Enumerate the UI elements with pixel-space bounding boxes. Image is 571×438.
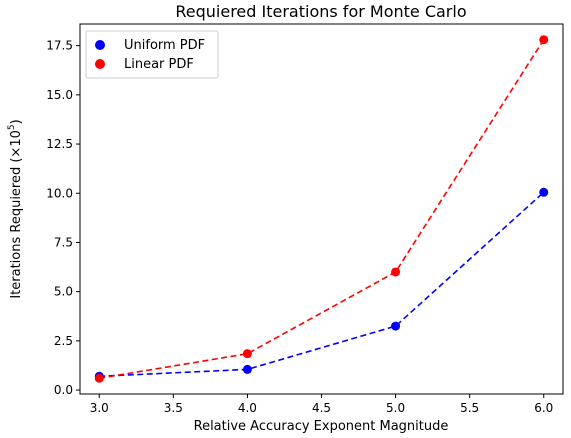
legend-label-linear-pdf: Linear PDF <box>124 57 194 72</box>
x-tick-label: 4.5 <box>312 401 331 415</box>
y-tick-label: 17.5 <box>46 39 73 53</box>
chart-title: Requiered Iterations for Monte Carlo <box>175 2 466 21</box>
x-axis: 3.0 3.5 4.0 4.5 5.0 5.5 6.0 <box>90 394 553 415</box>
x-tick-label: 3.5 <box>164 401 183 415</box>
y-axis-label-exponent: 5 <box>7 124 17 130</box>
data-point-linear-pdf <box>391 267 401 277</box>
legend: Uniform PDF Linear PDF <box>85 30 219 79</box>
y-axis: 0.0 2.5 5.0 7.5 10.0 12.5 15.0 17.5 <box>46 39 80 397</box>
y-tick-label: 5.0 <box>54 285 73 299</box>
y-tick-label: 12.5 <box>46 137 73 151</box>
series-line-uniform-pdf <box>99 191 545 378</box>
x-tick-label: 5.5 <box>460 401 479 415</box>
y-tick-label: 15.0 <box>46 88 73 102</box>
legend-marker-linear-pdf <box>95 59 105 69</box>
y-tick-label: 0.0 <box>54 383 73 397</box>
data-point-uniform-pdf <box>539 187 549 197</box>
x-tick-label: 4.0 <box>238 401 257 415</box>
series-line-linear-pdf <box>99 39 545 380</box>
legend-box <box>85 30 219 79</box>
data-point-linear-pdf <box>242 349 252 359</box>
x-tick-label: 3.0 <box>90 401 109 415</box>
data-point-uniform-pdf <box>242 364 252 374</box>
data-point-linear-pdf <box>539 35 549 45</box>
y-tick-label: 7.5 <box>54 235 73 249</box>
x-tick-label: 6.0 <box>534 401 553 415</box>
plot-area <box>94 35 549 383</box>
x-tick-label: 5.0 <box>386 401 405 415</box>
x-axis-label: Relative Accuracy Exponent Magnitude <box>194 419 449 434</box>
data-point-linear-pdf <box>94 373 104 383</box>
data-point-uniform-pdf <box>391 321 401 331</box>
y-axis-label-close: ) <box>9 119 24 124</box>
y-axis-label: Iterations Requiered (×105) <box>7 119 24 298</box>
y-tick-label: 10.0 <box>46 186 73 200</box>
y-tick-label: 2.5 <box>54 334 73 348</box>
y-axis-label-main: Iterations Requiered (×10 <box>9 130 24 299</box>
legend-marker-uniform-pdf <box>95 40 105 50</box>
legend-label-uniform-pdf: Uniform PDF <box>124 38 205 53</box>
